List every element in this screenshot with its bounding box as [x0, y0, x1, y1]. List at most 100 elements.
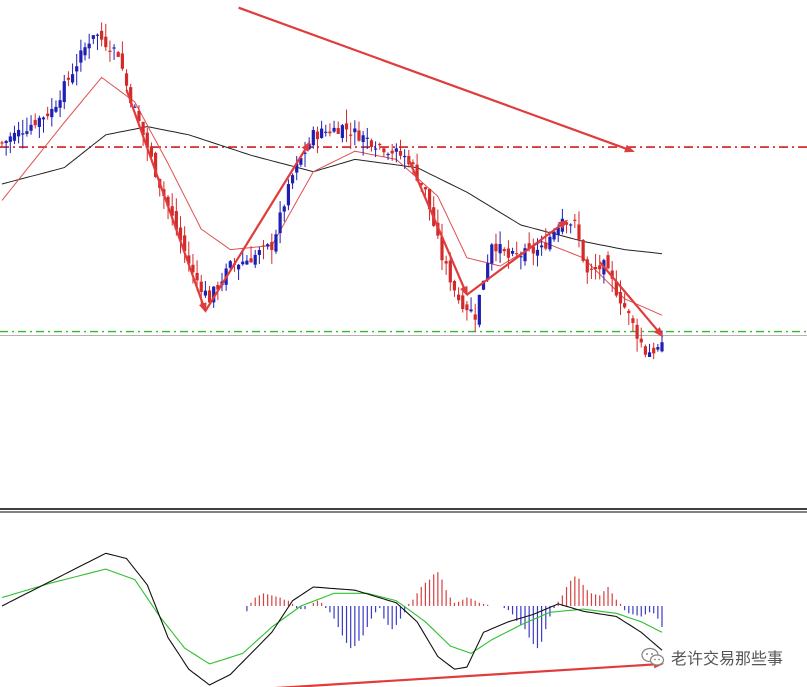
candle-body: [253, 254, 257, 265]
candle-body: [365, 137, 369, 139]
candle: [12, 125, 17, 145]
candle: [203, 280, 207, 298]
candle-body: [498, 244, 502, 254]
candle: [444, 255, 448, 275]
candle-body: [386, 153, 390, 156]
candle-body: [37, 117, 41, 127]
candle-body: [452, 281, 457, 291]
candle-body: [569, 224, 573, 226]
candle-body: [556, 227, 560, 236]
candle-body: [510, 251, 515, 254]
candle-body: [141, 121, 145, 136]
candle-body: [315, 131, 320, 140]
candle-body: [577, 224, 581, 240]
candle-body: [552, 231, 556, 240]
candle: [398, 139, 403, 160]
candle: [382, 146, 386, 157]
candle: [249, 246, 253, 263]
candle-body: [390, 150, 394, 154]
candle: [332, 120, 336, 133]
candle: [373, 141, 378, 158]
candle-body: [548, 236, 552, 250]
candle: [631, 315, 635, 332]
candle-body: [83, 47, 87, 56]
candle-body: [108, 50, 112, 52]
candle: [104, 23, 108, 51]
candle: [593, 253, 598, 280]
candle-body: [610, 270, 614, 279]
candle-body: [54, 106, 58, 112]
candle: [228, 259, 232, 271]
candle: [623, 293, 627, 309]
candle-body: [623, 303, 627, 308]
candle-body: [195, 272, 199, 281]
candle-body: [129, 87, 133, 104]
candle-body: [544, 242, 548, 249]
trend-arrow: [407, 158, 468, 297]
wechat-icon: [641, 647, 665, 666]
candle: [544, 228, 548, 251]
candle-body: [8, 136, 12, 142]
candle: [87, 33, 91, 59]
candle-body: [593, 266, 598, 270]
candle: [627, 308, 631, 325]
candle-body: [581, 239, 585, 261]
candle: [390, 144, 394, 161]
candle-body: [519, 256, 523, 258]
candle-body: [104, 36, 108, 48]
candle-body: [25, 131, 29, 134]
candle: [378, 142, 382, 150]
candle-body: [535, 249, 540, 256]
candle: [531, 238, 535, 266]
candle-body: [465, 304, 469, 311]
candle: [589, 263, 594, 279]
ma-fast-line: [1, 76, 663, 316]
candle: [21, 119, 25, 149]
candle: [357, 121, 361, 142]
candle-body: [133, 106, 137, 108]
candle: [0, 140, 4, 147]
candle-body: [266, 244, 270, 247]
candle: [257, 246, 261, 264]
candle-body: [486, 263, 490, 281]
trend-arrow: [204, 141, 311, 312]
candle: [457, 287, 461, 304]
candle: [41, 116, 46, 133]
candle-body: [290, 175, 295, 184]
candle-body: [490, 244, 494, 264]
candle: [286, 179, 291, 211]
candle: [324, 124, 328, 137]
trend-arrow: [466, 219, 569, 296]
candle: [407, 149, 411, 168]
candle-body: [278, 212, 282, 234]
candle-body: [237, 264, 241, 270]
candle-body: [427, 188, 432, 210]
price-panel: [0, 6, 807, 360]
candle: [8, 132, 12, 154]
candle-body: [403, 155, 407, 158]
candle: [523, 243, 527, 266]
trend-arrow: [598, 261, 664, 338]
candle: [403, 149, 407, 169]
candle-body: [473, 314, 477, 320]
candle: [237, 263, 241, 281]
candle-body: [440, 236, 444, 261]
ma-slow-line: [1, 126, 663, 255]
candle-body: [469, 309, 473, 312]
candle: [311, 126, 315, 149]
signal-line: [1, 568, 663, 665]
candle-body: [394, 148, 398, 152]
candle-body: [66, 77, 71, 80]
candle: [83, 42, 87, 61]
watermark: 老许交易那些事: [641, 645, 783, 669]
candle: [183, 226, 187, 263]
candle-body: [199, 281, 203, 293]
candle-body: [153, 152, 158, 177]
candle-body: [75, 66, 79, 72]
candle: [560, 208, 564, 235]
candle: [473, 303, 477, 333]
candle: [266, 243, 270, 250]
candle-body: [448, 260, 452, 283]
candle-body: [606, 255, 610, 269]
candle-body: [585, 259, 589, 273]
